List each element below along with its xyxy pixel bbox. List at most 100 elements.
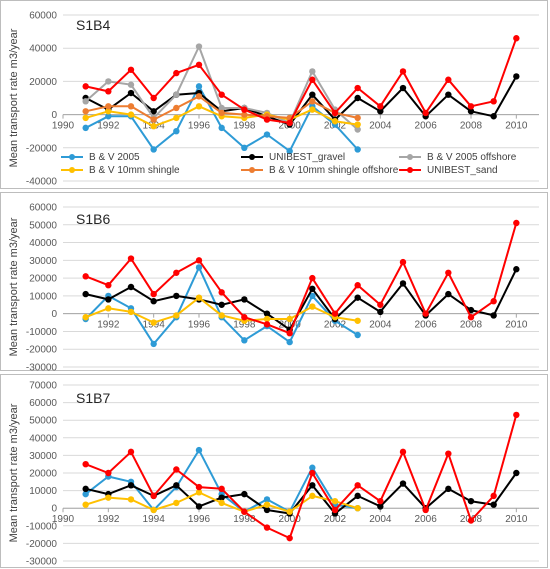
data-point-unibest-gravel <box>354 492 361 500</box>
data-point-b-v-2005-offshore <box>218 104 225 112</box>
x-tick-label: 2006 <box>415 320 438 331</box>
data-point-unibest-sand <box>309 274 316 282</box>
data-point-unibest-sand <box>127 255 135 262</box>
data-point-unibest-sand <box>286 119 293 127</box>
data-point-unibest-gravel <box>82 485 89 493</box>
chart-s1b7: -30000 -20000 -10000 0 10000 20000 30000 40000 5… <box>8 381 539 568</box>
data-point-b-v-10mm-shingle-offshore <box>105 103 112 110</box>
data-point-unibest-sand <box>173 466 180 473</box>
data-point-b-v-10mm-shingle-offshore <box>354 114 361 122</box>
data-point-b-v-10mm-shingle-offshore <box>195 93 203 100</box>
data-point-unibest-sand <box>241 314 248 321</box>
y-tick-label: 10000 <box>29 486 57 497</box>
x-tick-label: 1990 <box>52 121 75 132</box>
data-point-b-v-2005 <box>82 124 89 132</box>
data-point-unibest-gravel <box>263 310 271 317</box>
x-tick-label: 1996 <box>188 514 211 525</box>
data-point-b-v-10mm-shingle <box>173 312 180 319</box>
x-tick-label: 1996 <box>188 121 211 132</box>
data-point-unibest-sand <box>377 103 384 110</box>
x-tick-label: 1994 <box>143 514 166 525</box>
legend-label: UNIBEST_gravel <box>269 152 345 163</box>
data-point-unibest-gravel <box>399 280 407 287</box>
data-point-unibest-sand <box>309 469 316 477</box>
data-point-unibest-gravel <box>377 308 384 316</box>
y-tick-label: 0 <box>51 309 57 320</box>
data-point-unibest-sand <box>105 282 112 289</box>
chart-panel-s1b6: -30000 -20000 -10000 0 10000 20000 30000 40000 5… <box>0 192 548 372</box>
legend-label: B & V 2005 offshore <box>427 152 517 163</box>
data-point-b-v-2005-offshore <box>173 91 180 98</box>
data-point-unibest-gravel <box>399 84 407 92</box>
data-point-b-v-10mm-shingle-offshore <box>309 98 316 105</box>
x-tick-label: 2002 <box>324 514 347 525</box>
data-point-b-v-10mm-shingle <box>195 103 203 110</box>
data-point-unibest-sand <box>127 66 135 73</box>
data-point-unibest-sand <box>105 88 112 95</box>
y-tick-label: 30000 <box>29 451 57 462</box>
data-point-b-v-2005 <box>82 490 89 498</box>
data-point-b-v-2005 <box>195 264 203 271</box>
y-axis-title: Mean transport rate m3/year <box>8 403 20 542</box>
legend-label: B & V 2005 <box>89 152 140 163</box>
data-point-unibest-gravel <box>309 482 316 489</box>
data-point-unibest-sand <box>218 289 225 296</box>
data-point-unibest-gravel <box>513 73 520 80</box>
data-point-unibest-sand <box>82 461 89 468</box>
data-point-unibest-gravel <box>263 506 271 514</box>
data-point-b-v-2005-offshore <box>105 78 112 85</box>
data-point-unibest-sand <box>82 273 89 280</box>
legend-marker <box>407 154 413 160</box>
data-point-unibest-sand <box>513 219 520 227</box>
data-point-unibest-gravel <box>467 306 475 314</box>
series-line-unibest-gravel <box>85 268 518 331</box>
y-tick-label: 50000 <box>29 220 57 231</box>
data-point-unibest-gravel <box>377 108 384 115</box>
y-tick-label: -40000 <box>26 177 58 188</box>
data-point-b-v-10mm-shingle <box>127 496 135 503</box>
series-line-unibest-sand <box>85 414 518 540</box>
data-point-unibest-sand <box>105 469 112 477</box>
data-point-unibest-gravel <box>309 285 316 292</box>
data-point-unibest-gravel <box>105 296 112 303</box>
data-point-b-v-10mm-shingle <box>263 315 271 323</box>
y-tick-label: 60000 <box>29 11 57 22</box>
data-point-unibest-sand <box>150 290 157 298</box>
data-point-unibest-sand <box>490 492 497 500</box>
x-tick-label: 1998 <box>233 121 256 132</box>
data-point-b-v-2005 <box>241 144 248 151</box>
y-tick-label: 70000 <box>29 381 57 392</box>
data-point-b-v-10mm-shingle-offshore <box>127 103 135 110</box>
data-point-unibest-sand <box>399 68 407 75</box>
data-point-unibest-sand <box>195 257 203 264</box>
y-tick-label: 10000 <box>29 291 57 302</box>
data-point-unibest-sand <box>422 506 429 514</box>
legend-marker <box>407 167 413 173</box>
data-point-b-v-10mm-shingle <box>331 118 339 125</box>
y-tick-label: 0 <box>51 504 57 515</box>
data-point-unibest-gravel <box>354 94 361 102</box>
data-point-b-v-2005 <box>286 338 293 346</box>
x-tick-label: 1996 <box>188 320 211 331</box>
x-tick-label: 2004 <box>369 514 392 525</box>
y-tick-label: -20000 <box>26 345 58 356</box>
data-point-b-v-2005 <box>286 147 293 155</box>
data-point-b-v-10mm-shingle-offshore <box>82 108 89 115</box>
x-tick-label: 1990 <box>52 514 75 525</box>
data-point-unibest-sand <box>195 61 203 68</box>
data-point-b-v-2005-offshore <box>82 98 89 105</box>
data-point-b-v-10mm-shingle <box>286 315 293 323</box>
legend-label: B & V 10mm shingle offshore <box>269 165 399 176</box>
legend-marker <box>249 154 255 160</box>
data-point-unibest-sand <box>286 534 293 542</box>
data-point-unibest-gravel <box>127 283 135 291</box>
y-tick-label: -10000 <box>26 327 58 338</box>
data-point-unibest-sand <box>467 103 475 110</box>
data-point-b-v-10mm-shingle <box>309 303 316 310</box>
data-point-b-v-10mm-shingle <box>82 114 89 122</box>
data-point-b-v-2005 <box>150 340 157 348</box>
y-tick-label: -20000 <box>26 539 58 550</box>
data-point-unibest-sand <box>331 506 339 514</box>
y-tick-label: 20000 <box>29 77 57 88</box>
data-point-b-v-10mm-shingle <box>218 312 225 319</box>
